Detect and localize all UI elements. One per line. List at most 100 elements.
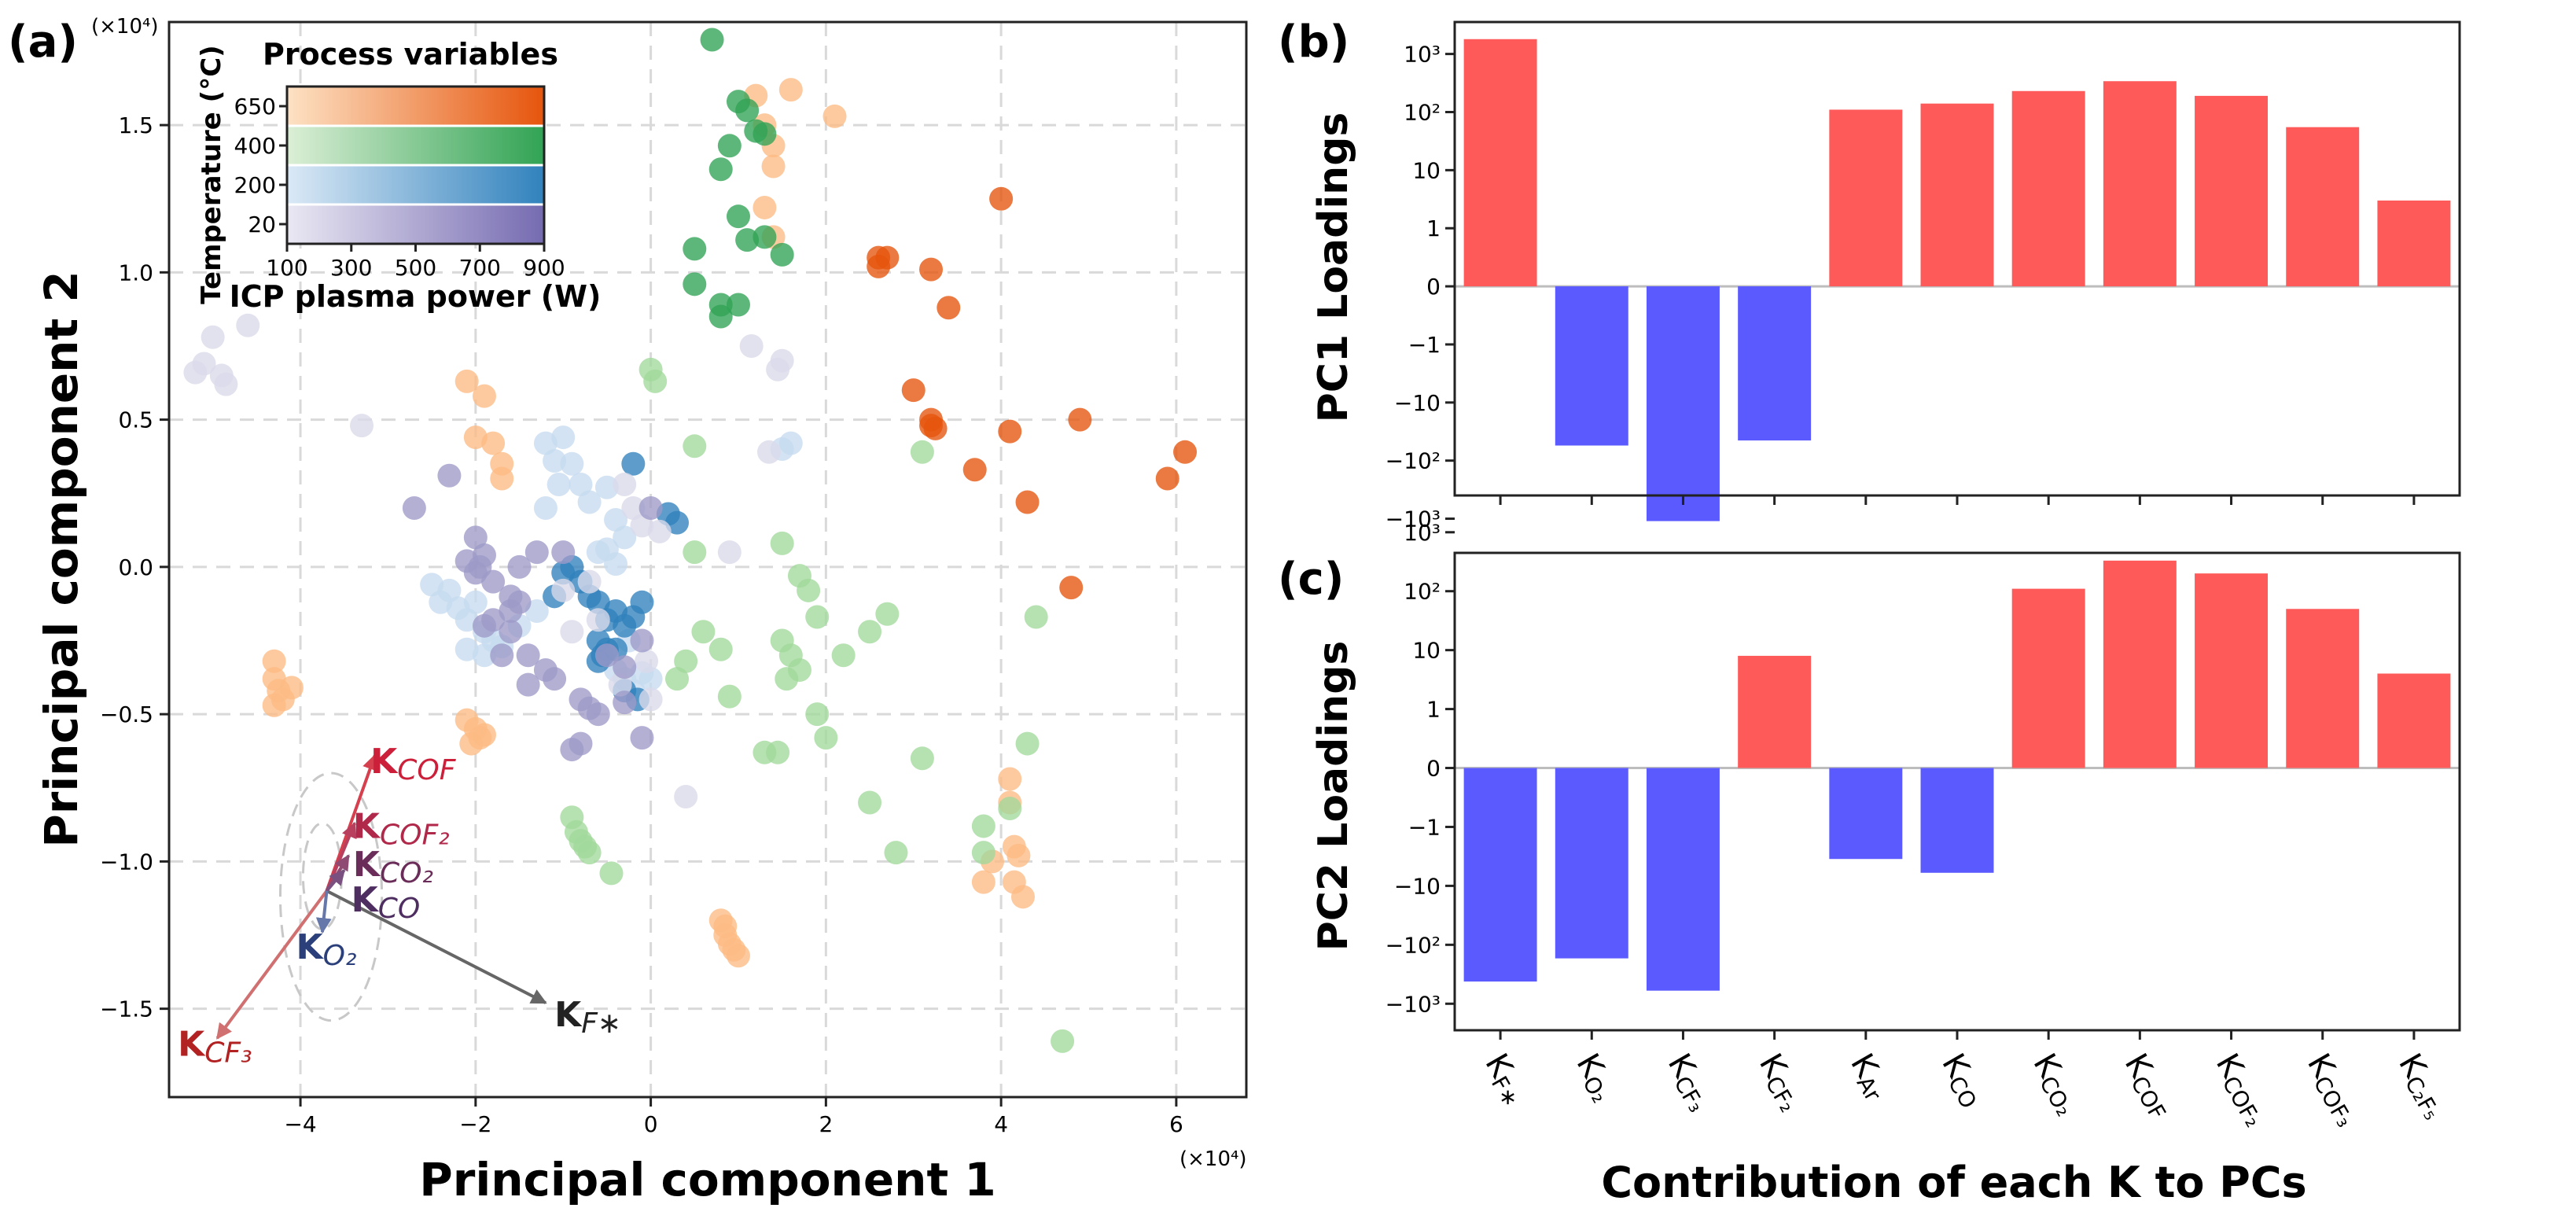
- loading-label-KCO2: KCO₂: [353, 845, 433, 889]
- y-tick-label: 1: [1426, 215, 1441, 241]
- y-tick-label: −10³: [1386, 506, 1441, 532]
- series-200C-low: [420, 425, 803, 703]
- temperature-band: [287, 204, 544, 244]
- y-tick-label: 0.0: [118, 554, 153, 580]
- panel-c-ylabel: PC2 Loadings: [1310, 641, 1357, 952]
- data-point: [613, 525, 637, 550]
- data-point: [708, 304, 733, 329]
- panel-b-label: (b): [1278, 17, 1349, 68]
- data-point: [726, 944, 750, 968]
- data-point: [621, 451, 646, 476]
- data-point: [770, 242, 794, 267]
- bar-K_F*: [1463, 39, 1537, 287]
- data-point: [822, 104, 847, 128]
- data-point: [463, 590, 488, 614]
- data-point: [437, 463, 462, 488]
- data-point: [560, 620, 584, 644]
- data-point: [599, 861, 624, 886]
- panel-c-label: (c): [1278, 554, 1344, 605]
- label-main: K: [296, 927, 325, 967]
- data-point: [919, 257, 944, 282]
- inset-ylabel: Temperature (°C): [196, 45, 227, 304]
- data-point: [766, 357, 790, 381]
- inset-bands: [287, 85, 544, 244]
- loading-arrow-KCF3: [215, 889, 329, 1040]
- label-main: K: [370, 742, 399, 782]
- bar-K_CO: [1920, 103, 1994, 287]
- data-point: [635, 649, 659, 673]
- data-point: [1173, 440, 1198, 464]
- data-point: [901, 378, 926, 403]
- data-point: [499, 599, 523, 624]
- x-tick-label: −4: [284, 1111, 316, 1137]
- data-point: [683, 434, 707, 459]
- x-tick-label: 4: [994, 1111, 1008, 1137]
- data-point: [499, 620, 523, 644]
- x-tick-label: KCOF₂: [2206, 1048, 2277, 1132]
- data-point: [262, 649, 286, 673]
- y-tick-label: −1.0: [100, 849, 153, 875]
- data-point: [962, 458, 987, 482]
- panel-a-label: (a): [8, 17, 78, 68]
- label-main: K: [554, 995, 583, 1035]
- panel-a-ylabel: Principal component 2: [35, 271, 88, 848]
- data-point: [551, 425, 576, 450]
- data-point: [551, 578, 576, 602]
- data-point: [490, 643, 514, 668]
- data-point: [454, 369, 479, 393]
- data-point: [1015, 731, 1040, 756]
- data-point: [516, 672, 540, 697]
- inset-x-tick-label: 500: [395, 255, 436, 281]
- data-point: [989, 186, 1014, 211]
- y-tick-label: −1: [1408, 332, 1441, 358]
- x-tick-label: KO₂: [1567, 1048, 1624, 1107]
- data-point: [1010, 885, 1035, 909]
- data-point: [753, 225, 777, 249]
- data-point: [665, 510, 690, 535]
- bar-K_CF3: [1646, 286, 1720, 521]
- data-point: [971, 870, 995, 894]
- data-point: [613, 472, 637, 496]
- inset-y-tick-label: 650: [234, 94, 276, 120]
- bar-K_COF3: [2286, 609, 2360, 768]
- bar-K_O2: [1555, 768, 1628, 959]
- loading-label-KCO: KCO: [351, 880, 421, 925]
- y-tick-label: −10²: [1386, 932, 1441, 958]
- data-point: [756, 440, 781, 464]
- x-tick-label: KCO: [1933, 1048, 1993, 1113]
- bar-K_F*: [1463, 768, 1537, 982]
- panel-a-x-multiplier: (×10⁴): [1179, 1147, 1247, 1171]
- data-point: [643, 369, 668, 393]
- inset-x-tick-label: 900: [523, 255, 565, 281]
- data-point: [647, 519, 672, 543]
- y-tick-label: −1.5: [100, 996, 153, 1022]
- data-point: [998, 419, 1022, 444]
- data-point: [766, 740, 790, 764]
- inset-x-tick-label: 300: [330, 255, 372, 281]
- inset-x-tick-label: 100: [266, 255, 307, 281]
- data-point: [717, 134, 742, 158]
- data-point: [608, 672, 632, 697]
- panel-a-ticks: −4 −2 0 2 4 6 −1.5 −1.0 −0.5 0.0 0.5 1.0 1.5: [100, 112, 1183, 1137]
- data-point: [797, 578, 821, 602]
- data-point: [560, 738, 584, 762]
- plot-frame: [1453, 551, 2461, 1032]
- data-point: [577, 569, 602, 594]
- data-point: [472, 384, 496, 408]
- x-tick-label: KCF₃: [1658, 1048, 1720, 1117]
- data-point: [613, 691, 637, 715]
- label-main: K: [353, 845, 381, 885]
- panel-a-frame: [167, 20, 1248, 1099]
- data-point: [214, 372, 238, 396]
- data-point: [674, 784, 698, 808]
- inset-y-tick-label: 400: [234, 133, 276, 159]
- data-point: [805, 605, 830, 629]
- data-point: [638, 495, 663, 520]
- bar-K_COF3: [2286, 127, 2360, 287]
- data-point: [613, 655, 637, 679]
- y-tick-label: 10³: [1404, 520, 1441, 546]
- x-tick-label: KC₂F₅: [2390, 1048, 2456, 1125]
- inset-x-tick-label: 700: [459, 255, 501, 281]
- data-point: [1068, 407, 1092, 432]
